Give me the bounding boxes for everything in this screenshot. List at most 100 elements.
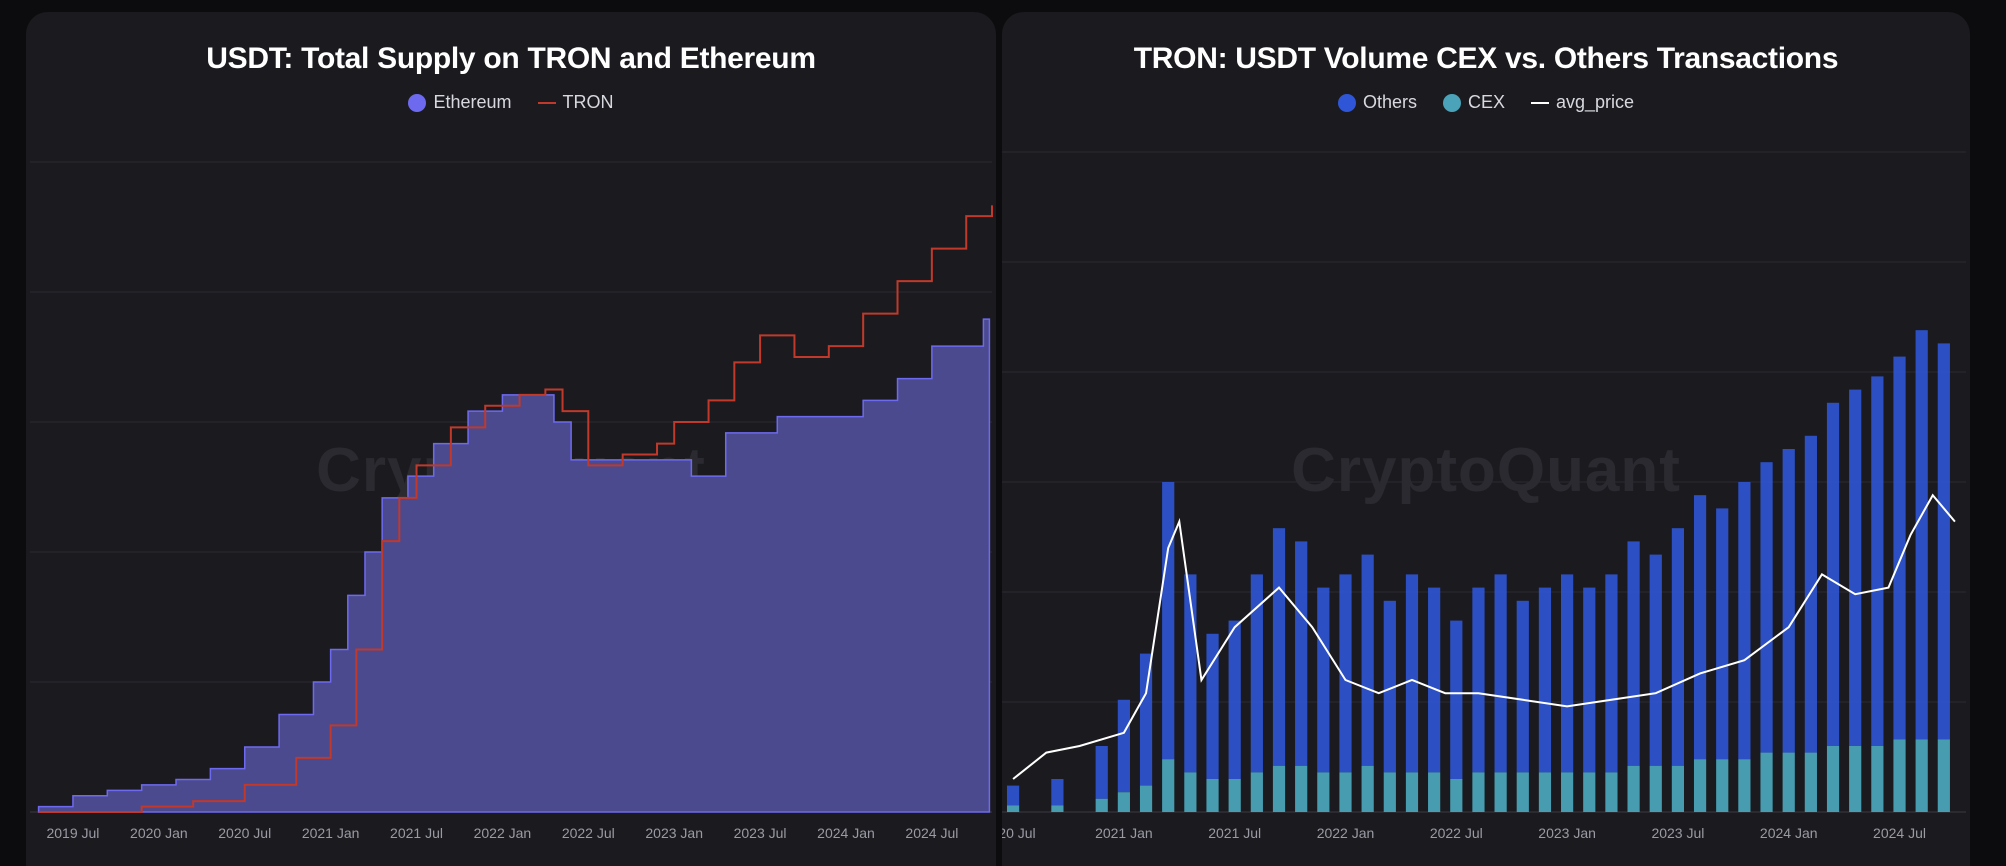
legend-item-tron[interactable]: TRON	[537, 92, 614, 113]
legend-item-avg-price[interactable]: avg_price	[1531, 92, 1634, 113]
legend-swatch-cex	[1442, 93, 1461, 112]
bar-cex	[1250, 772, 1263, 812]
bar-others	[1915, 330, 1928, 740]
x-tick-label: 2021 Jul	[390, 825, 443, 841]
bar-others	[1162, 482, 1175, 760]
bar-cex	[1583, 772, 1596, 812]
bar-cex	[1162, 759, 1175, 812]
bar-cex	[1117, 792, 1130, 812]
x-tick-label: 2024 Jan	[817, 825, 875, 841]
legend-swatch-avg-price	[1531, 101, 1549, 104]
x-tick-label: 2022 Jul	[562, 825, 615, 841]
bar-cex	[1849, 746, 1862, 812]
bar-others	[1206, 633, 1219, 779]
bar-others	[1605, 574, 1618, 773]
bar-others	[1472, 587, 1485, 773]
x-tick-label: 2019 Jul	[46, 825, 99, 841]
bar-others	[1250, 574, 1263, 773]
bar-cex	[1804, 752, 1817, 812]
bar-cex	[1561, 772, 1574, 812]
legend-item-cex[interactable]: CEX	[1442, 92, 1505, 113]
bar-cex	[1538, 772, 1552, 812]
bar-cex	[1915, 739, 1928, 812]
legend-swatch-tron	[537, 101, 556, 104]
legend-label-tron: TRON	[562, 92, 614, 112]
legend-label-cex: CEX	[1467, 92, 1505, 112]
x-tick-label: 2024 Jan	[1760, 825, 1818, 841]
series-line-tron	[38, 205, 993, 813]
bar-others	[1693, 495, 1707, 760]
x-tick-label: 2024 Jul	[905, 825, 958, 841]
bar-cex	[1428, 772, 1441, 812]
x-tick-label: 2023 Jul	[734, 825, 787, 841]
bar-others	[1317, 587, 1330, 773]
legend-item-ethereum[interactable]: Ethereum	[408, 92, 512, 113]
bar-others	[1849, 389, 1862, 746]
bar-others	[1649, 554, 1662, 766]
bar-cex	[1716, 759, 1729, 812]
x-tick-label: 2023 Jan	[1538, 825, 1596, 841]
x-tick-label: 2020 Jan	[130, 825, 188, 841]
bar-cex	[1494, 772, 1507, 812]
bar-others	[1937, 343, 1950, 740]
chart-panel-volume: TRON: USDT Volume CEX vs. Others Transac…	[1002, 12, 1970, 866]
bar-cex	[1649, 765, 1662, 812]
bar-others	[1051, 779, 1064, 806]
bar-cex	[1206, 779, 1219, 812]
bar-cex	[1738, 759, 1751, 812]
bar-others	[1405, 574, 1419, 773]
bar-others	[1139, 653, 1153, 786]
x-tick-label: 2023 Jan	[645, 825, 703, 841]
bar-cex	[1295, 765, 1308, 812]
bar-others	[1272, 528, 1286, 766]
bar-others	[1450, 620, 1463, 779]
bar-others	[1871, 376, 1884, 746]
x-tick-label: 2021 Jul	[1208, 825, 1261, 841]
bar-cex	[1472, 772, 1485, 812]
bar-others	[1760, 462, 1773, 753]
bar-others	[1738, 482, 1751, 760]
bar-cex	[1339, 772, 1352, 812]
bar-others	[1228, 620, 1241, 779]
bar-cex	[1893, 739, 1906, 812]
chart-canvas-supply[interactable]: 2019 Jul 2020 Jan 2020 Jul 2021 Jan 2021 Jul…	[26, 12, 996, 866]
bar-cex	[1937, 739, 1950, 812]
bar-others	[1627, 541, 1640, 766]
bar-cex	[1184, 772, 1197, 812]
bar-cex	[1671, 765, 1685, 812]
bar-others	[1804, 435, 1817, 753]
bar-cex	[1605, 772, 1618, 812]
bar-others	[1339, 574, 1352, 773]
legend-label-ethereum: Ethereum	[433, 92, 512, 112]
bar-others	[1361, 554, 1374, 766]
bar-others	[1716, 508, 1729, 760]
bar-cex	[1228, 779, 1241, 812]
bar-others	[1826, 402, 1840, 746]
legend-label-avg-price: avg_price	[1556, 92, 1635, 112]
x-tick-label: 2024 Jul	[1873, 825, 1926, 841]
x-tick-label: 2022 Jan	[1317, 825, 1375, 841]
bar-cex	[1095, 798, 1108, 812]
bar-cex	[1516, 772, 1529, 812]
chart-canvas-volume[interactable]: 020 Jul 2021 Jan 2021 Jul 2022 Jan 2022 Jul 2…	[1002, 12, 1970, 866]
bar-others	[1893, 356, 1906, 740]
bar-cex	[1405, 772, 1419, 812]
bar-cex	[1051, 805, 1064, 812]
legend-swatch-ethereum	[408, 93, 427, 112]
bar-others	[1782, 449, 1795, 753]
bar-others	[1494, 574, 1507, 773]
x-tick-label: 020 Jul	[1002, 825, 1036, 841]
x-tick-label: 2023 Jul	[1651, 825, 1704, 841]
series-area-ethereum	[37, 318, 991, 813]
x-tick-label: 2021 Jan	[1095, 825, 1153, 841]
x-tick-label: 2021 Jan	[302, 825, 360, 841]
legend-item-others[interactable]: Others	[1337, 92, 1417, 113]
chart-title: USDT: Total Supply on TRON and Ethereum	[206, 42, 816, 75]
bar-cex	[1361, 765, 1374, 812]
bar-cex	[1871, 746, 1884, 812]
chart-legend: Ethereum TRON	[26, 92, 996, 113]
x-tick-label: 2022 Jul	[1430, 825, 1483, 841]
bar-cex	[1383, 772, 1396, 812]
bar-others	[1516, 600, 1529, 773]
bar-others	[1561, 574, 1574, 773]
